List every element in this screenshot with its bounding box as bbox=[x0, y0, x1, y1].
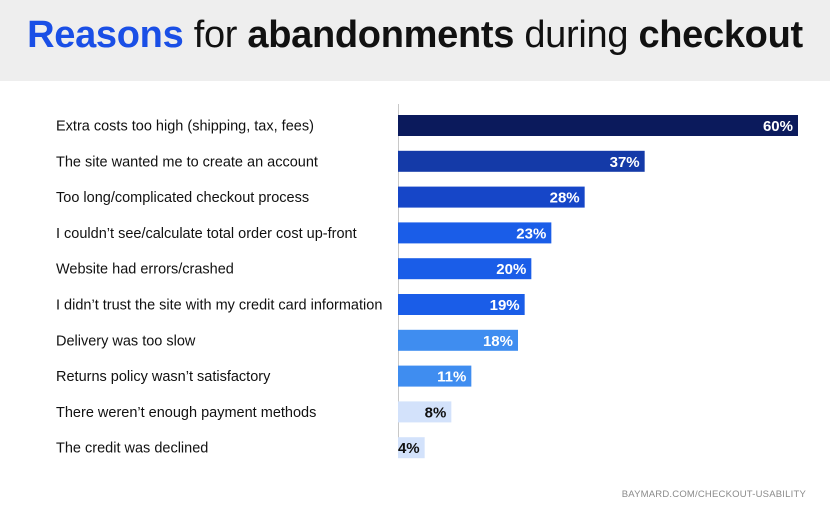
category-label: The credit was declined bbox=[56, 441, 208, 457]
title-banner bbox=[0, 0, 830, 81]
value-label: 4% bbox=[398, 440, 420, 457]
chart-title: Reasons for abandonments during checkout bbox=[0, 14, 830, 57]
source-credit: BAYMARD.COM/CHECKOUT-USABILITY bbox=[621, 489, 806, 500]
bar bbox=[398, 150, 645, 172]
value-label: 8% bbox=[425, 404, 447, 421]
category-label: Extra costs too high (shipping, tax, fee… bbox=[56, 119, 314, 135]
value-label: 20% bbox=[496, 261, 526, 278]
bar bbox=[398, 186, 585, 208]
value-label: 19% bbox=[490, 297, 520, 314]
category-label: Returns policy wasn’t satisfactory bbox=[56, 369, 271, 385]
value-label: 37% bbox=[610, 154, 640, 171]
category-label: Website had errors/crashed bbox=[56, 262, 234, 278]
bar bbox=[398, 401, 452, 423]
title-word-for: for bbox=[193, 14, 238, 56]
category-label: I couldn’t see/calculate total order cos… bbox=[56, 226, 357, 242]
bar bbox=[398, 258, 532, 280]
category-label: The site wanted me to create an account bbox=[56, 154, 318, 170]
bars: Extra costs too high (shipping, tax, fee… bbox=[56, 115, 798, 459]
value-label: 23% bbox=[516, 225, 546, 242]
title-word-during: during bbox=[524, 14, 629, 56]
value-label: 11% bbox=[437, 369, 466, 386]
title-word-abandonments: abandonments bbox=[247, 14, 515, 56]
bar bbox=[398, 222, 552, 244]
category-label: I didn’t trust the site with my credit c… bbox=[56, 298, 382, 314]
value-label: 28% bbox=[550, 190, 580, 207]
value-label: 18% bbox=[483, 333, 513, 350]
bar bbox=[398, 294, 525, 315]
bar bbox=[398, 329, 518, 351]
title-word-reasons: Reasons bbox=[27, 14, 184, 56]
value-label: 60% bbox=[763, 118, 793, 135]
title-word-checkout: checkout bbox=[638, 14, 803, 56]
category-label: Delivery was too slow bbox=[56, 333, 196, 349]
bar bbox=[398, 115, 798, 136]
bar bbox=[398, 437, 425, 459]
bar bbox=[398, 365, 472, 387]
category-label: Too long/complicated checkout process bbox=[56, 190, 309, 206]
category-label: There weren’t enough payment methods bbox=[56, 405, 316, 421]
